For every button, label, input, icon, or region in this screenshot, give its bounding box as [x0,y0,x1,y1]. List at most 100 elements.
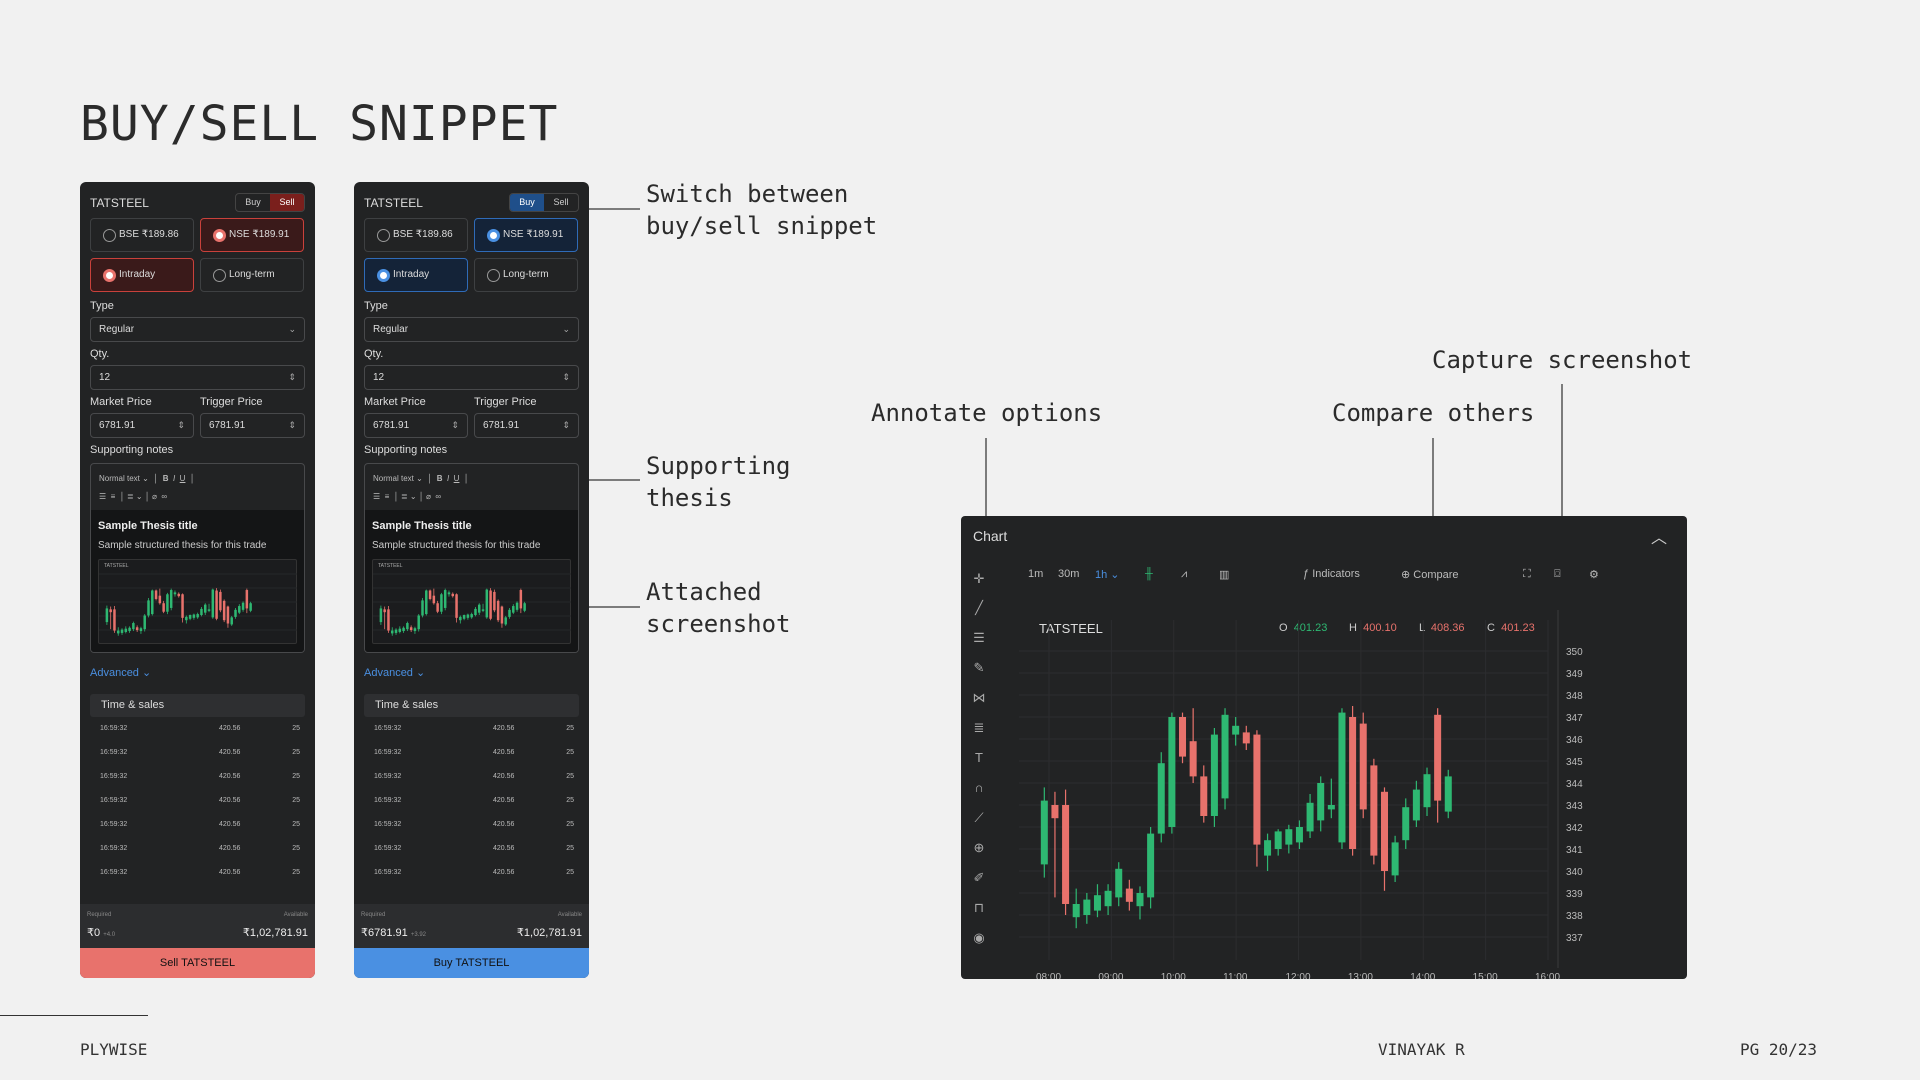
collapse-icon[interactable]: ︿ [1650,530,1667,547]
candle-body [1125,888,1133,902]
thesis-body: Sample structured thesis for this trade [372,540,541,551]
table-row: 16:59:32 420.56 25 [100,749,300,756]
eye-icon[interactable]: ◉ [973,930,985,945]
candle-body [177,593,181,597]
y-tick-label: 348 [1566,691,1583,702]
time-cell: 16:59:32 [374,773,402,780]
qty-stepper[interactable]: 12 ⇕ [90,365,305,390]
text-style-select[interactable]: Normal text [373,474,414,483]
product-intraday[interactable]: Intraday [364,258,468,292]
bold-icon[interactable]: B [436,474,443,483]
price-cell: 420.56 [493,821,515,828]
attach-icon[interactable]: ⌀ [426,492,431,501]
price-cell: 420.56 [219,845,241,852]
toggle-buy[interactable]: Buy [245,197,261,207]
exchange-bse[interactable]: BSE ₹189.86 [364,218,468,252]
toggle-buy[interactable]: Buy [510,194,544,211]
pattern-icon[interactable]: ⋈ [972,690,986,705]
text-style-select[interactable]: Normal text [99,474,140,483]
link-icon[interactable]: ∞ [161,492,168,501]
text-icon[interactable]: T [975,750,983,765]
exchange-nse[interactable]: NSE ₹189.91 [200,218,304,252]
type-select[interactable]: Regular ⌄ [90,317,305,342]
note-attached: Attached screenshot [646,578,791,638]
editor-body[interactable]: Sample Thesis title Sample structured th… [91,510,304,652]
candle-body [523,603,526,611]
magnet-icon[interactable]: ∩ [974,780,984,795]
bullet-list-icon[interactable]: ☰ [99,492,107,501]
underline-icon[interactable]: U [179,474,186,483]
brush-icon[interactable]: ✎ [973,660,985,675]
product-longterm[interactable]: Long-term [200,258,304,292]
stepper-icon: ⇕ [288,372,296,382]
zoom-icon[interactable]: ⊕ [973,840,985,855]
settings-icon[interactable]: ⚙ [1589,569,1599,581]
pencil-lock-icon[interactable]: ✐ [973,870,985,885]
italic-icon[interactable]: I [172,474,176,483]
exchange-bse[interactable]: BSE ₹189.86 [90,218,194,252]
compare-button[interactable]: ⊕ Compare [1401,568,1459,581]
notes-editor[interactable]: Normal text ⌄ │ B I U │ ☰ ≡ │ ≣ ⌄ │ ⌀ ∞ … [364,463,579,653]
link-icon[interactable]: ∞ [435,492,442,501]
interval-1h[interactable]: 1h ⌄ [1095,569,1120,581]
candle-type-icon[interactable]: ╫ [1145,568,1153,580]
line-type-icon[interactable]: ⩘ [1181,568,1188,580]
qty-stepper[interactable]: 12 ⇕ [364,365,579,390]
trigger-price-field[interactable]: 6781.91 ⇕ [200,413,305,438]
exchange-nse[interactable]: NSE ₹189.91 [474,218,578,252]
notes-editor[interactable]: Normal text ⌄ │ B I U │ ☰ ≡ │ ≣ ⌄ │ ⌀ ∞ … [90,463,305,653]
candle-body [143,615,146,630]
table-row: 16:59:32 420.56 25 [100,821,300,828]
bold-icon[interactable]: B [162,474,169,483]
table-row: 16:59:32 420.56 25 [374,821,574,828]
attached-screenshot[interactable]: TATSTEEL [372,559,571,644]
bar-type-icon[interactable]: ▥ [1219,569,1230,581]
crosshair-icon[interactable]: ✛ [973,571,985,586]
trend-line-icon[interactable]: ╱ [975,600,983,615]
market-price-field[interactable]: 6781.91 ⇕ [90,413,194,438]
y-tick-label: 341 [1566,845,1583,856]
numbered-list-icon[interactable]: ≡ [110,492,116,501]
buy-sell-toggle[interactable]: Buy Sell [509,193,579,212]
advanced-toggle[interactable]: Advanced ⌄ [90,666,151,679]
align-icon[interactable]: ≣ ⌄ [400,492,417,501]
product-intraday[interactable]: Intraday [90,258,194,292]
advanced-toggle[interactable]: Advanced ⌄ [364,666,425,679]
radio-icon [377,229,390,242]
y-tick-label: 338 [1566,911,1583,922]
type-select[interactable]: Regular ⌄ [364,317,579,342]
x-tick-label: 08:00 [1036,972,1061,979]
fib-icon[interactable]: ≣ [973,720,985,735]
lock-icon[interactable]: ⊓ [973,900,985,915]
italic-icon[interactable]: I [446,474,450,483]
horizontal-lines-icon[interactable]: ☰ [973,630,985,645]
attach-icon[interactable]: ⌀ [152,492,157,501]
attached-screenshot[interactable]: TATSTEEL [98,559,297,644]
interval-30m[interactable]: 30m [1058,568,1080,580]
toggle-sell[interactable]: Sell [270,194,304,211]
buy-sell-toggle[interactable]: Buy Sell [235,193,305,212]
camera-icon[interactable]: ⌼ [1554,568,1561,580]
ruler-icon[interactable]: ⟋ [974,810,984,825]
toggle-sell[interactable]: Sell [553,197,569,207]
interval-1m[interactable]: 1m [1028,568,1044,580]
fullscreen-icon[interactable]: ⛶ [1523,568,1531,580]
numbered-list-icon[interactable]: ≡ [384,492,390,501]
buy-button[interactable]: Buy TATSTEEL [354,948,589,978]
editor-body[interactable]: Sample Thesis title Sample structured th… [365,510,578,652]
market-price-field[interactable]: 6781.91 ⇕ [364,413,468,438]
sell-button[interactable]: Sell TATSTEEL [80,948,315,978]
compare-label: Compare [1413,569,1459,581]
nse-label: NSE ₹189.91 [503,229,564,240]
bullet-list-icon[interactable]: ☰ [373,492,381,501]
candlestick-chart[interactable]: 350 349 348 347 346 345 344 343 342 341 340 339 338 3… [961,516,1687,979]
trigger-price-field[interactable]: 6781.91 ⇕ [474,413,579,438]
candle-body [1062,805,1070,904]
underline-icon[interactable]: U [453,474,460,483]
candle-body [1115,868,1123,898]
candle-body [1434,714,1442,801]
product-longterm[interactable]: Long-term [474,258,578,292]
align-icon[interactable]: ≣ ⌄ [126,492,143,501]
indicators-button[interactable]: ƒ Indicators [1303,568,1360,580]
candle-body [173,592,177,595]
